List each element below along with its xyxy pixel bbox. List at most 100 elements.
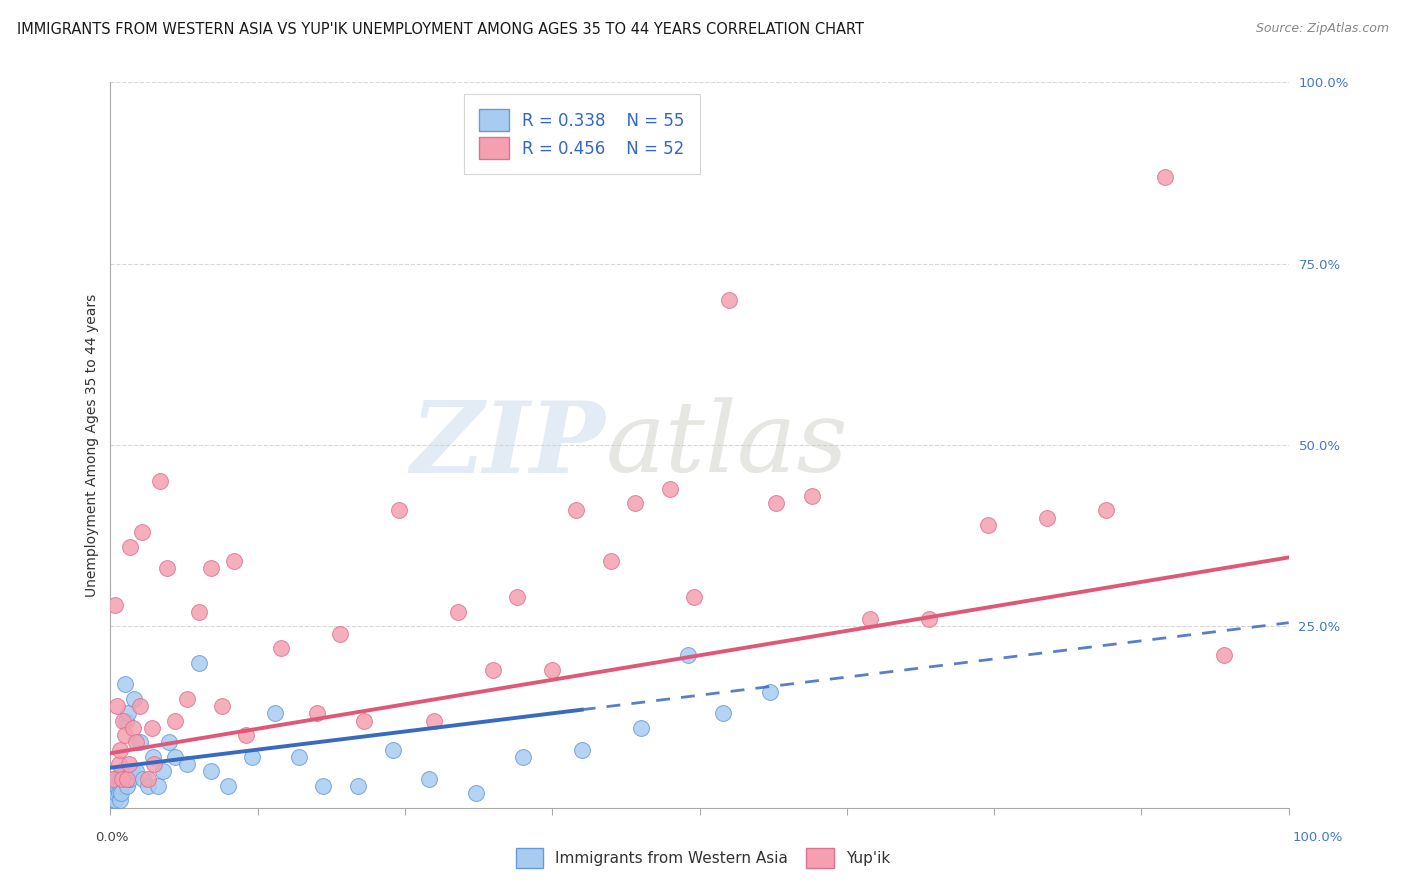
- Point: [187, 656, 209, 670]
- Point: [107, 779, 129, 793]
- Point: [918, 612, 941, 626]
- Point: [111, 772, 134, 786]
- Point: [382, 742, 405, 756]
- Point: [541, 663, 564, 677]
- Y-axis label: Unemployment Among Ages 35 to 44 years: Unemployment Among Ages 35 to 44 years: [86, 293, 100, 597]
- Point: [101, 779, 124, 793]
- Legend: R = 0.338    N = 55, R = 0.456    N = 52: R = 0.338 N = 55, R = 0.456 N = 52: [464, 95, 700, 174]
- Point: [235, 728, 257, 742]
- Point: [100, 786, 122, 800]
- Point: [146, 779, 169, 793]
- Point: [115, 772, 138, 786]
- Text: 100.0%: 100.0%: [1292, 831, 1343, 845]
- Point: [200, 561, 222, 575]
- Point: [108, 742, 131, 756]
- Point: [107, 786, 129, 800]
- Point: [165, 714, 187, 728]
- Point: [630, 721, 652, 735]
- Point: [107, 757, 129, 772]
- Point: [506, 591, 529, 605]
- Point: [347, 779, 370, 793]
- Point: [104, 779, 127, 793]
- Legend: Immigrants from Western Asia, Yup'ik: Immigrants from Western Asia, Yup'ik: [509, 842, 897, 873]
- Point: [800, 489, 823, 503]
- Point: [149, 475, 172, 489]
- Point: [859, 612, 882, 626]
- Point: [176, 757, 198, 772]
- Point: [128, 699, 150, 714]
- Point: [117, 706, 139, 721]
- Point: [105, 779, 128, 793]
- Point: [131, 524, 153, 539]
- Point: [104, 598, 127, 612]
- Point: [104, 793, 127, 807]
- Point: [128, 735, 150, 749]
- Point: [659, 482, 682, 496]
- Text: Source: ZipAtlas.com: Source: ZipAtlas.com: [1256, 22, 1389, 36]
- Point: [187, 605, 209, 619]
- Point: [224, 554, 246, 568]
- Point: [141, 721, 163, 735]
- Point: [112, 772, 135, 786]
- Point: [120, 540, 142, 554]
- Point: [288, 749, 311, 764]
- Point: [122, 691, 145, 706]
- Point: [114, 728, 136, 742]
- Point: [676, 648, 699, 663]
- Point: [977, 517, 1000, 532]
- Point: [1095, 503, 1118, 517]
- Point: [217, 779, 239, 793]
- Point: [482, 663, 505, 677]
- Point: [682, 591, 704, 605]
- Point: [270, 641, 292, 656]
- Point: [105, 786, 128, 800]
- Point: [111, 764, 134, 779]
- Point: [388, 503, 411, 517]
- Point: [121, 764, 143, 779]
- Point: [1154, 169, 1177, 184]
- Point: [156, 561, 179, 575]
- Point: [600, 554, 623, 568]
- Point: [353, 714, 375, 728]
- Point: [447, 605, 470, 619]
- Point: [765, 496, 787, 510]
- Point: [111, 772, 134, 786]
- Point: [718, 293, 741, 307]
- Point: [240, 749, 263, 764]
- Point: [305, 706, 328, 721]
- Point: [711, 706, 734, 721]
- Point: [418, 772, 440, 786]
- Point: [152, 764, 174, 779]
- Point: [118, 757, 141, 772]
- Point: [121, 721, 143, 735]
- Point: [423, 714, 446, 728]
- Point: [108, 772, 131, 786]
- Text: 0.0%: 0.0%: [96, 831, 129, 845]
- Point: [107, 779, 129, 793]
- Point: [125, 735, 148, 749]
- Point: [132, 772, 155, 786]
- Point: [623, 496, 645, 510]
- Point: [114, 677, 136, 691]
- Point: [136, 779, 159, 793]
- Point: [571, 742, 593, 756]
- Point: [142, 749, 165, 764]
- Point: [125, 764, 148, 779]
- Point: [1036, 510, 1059, 524]
- Point: [759, 684, 782, 698]
- Point: [165, 749, 187, 764]
- Point: [512, 749, 534, 764]
- Point: [200, 764, 222, 779]
- Point: [565, 503, 588, 517]
- Point: [143, 757, 166, 772]
- Point: [103, 772, 125, 786]
- Point: [110, 779, 132, 793]
- Point: [115, 779, 138, 793]
- Point: [311, 779, 333, 793]
- Text: ZIP: ZIP: [411, 397, 606, 493]
- Point: [110, 786, 132, 800]
- Point: [112, 714, 135, 728]
- Point: [329, 626, 352, 640]
- Point: [101, 793, 124, 807]
- Point: [103, 786, 125, 800]
